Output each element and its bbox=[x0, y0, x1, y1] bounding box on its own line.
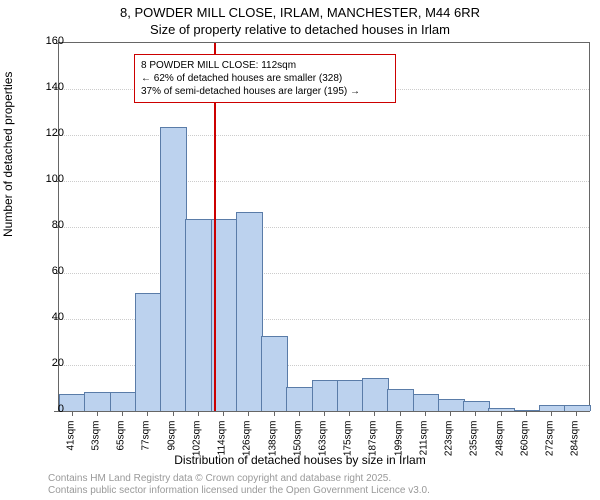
xtick-mark bbox=[198, 411, 199, 416]
bar bbox=[312, 380, 339, 411]
xtick-label: 53sqm bbox=[90, 421, 101, 466]
ytick-label: 40 bbox=[34, 311, 64, 323]
ytick-label: 120 bbox=[34, 127, 64, 139]
bar bbox=[236, 212, 263, 411]
xtick-label: 102sqm bbox=[191, 421, 202, 466]
ytick-label: 100 bbox=[34, 173, 64, 185]
xtick-mark bbox=[147, 411, 148, 416]
bar bbox=[362, 378, 389, 411]
xtick-label: 175sqm bbox=[343, 421, 354, 466]
gridline bbox=[59, 273, 589, 274]
xtick-mark bbox=[223, 411, 224, 416]
chart-container: 8, POWDER MILL CLOSE, IRLAM, MANCHESTER,… bbox=[0, 0, 600, 500]
attribution-line1: Contains HM Land Registry data © Crown c… bbox=[48, 473, 430, 485]
xtick-mark bbox=[248, 411, 249, 416]
bar bbox=[261, 336, 288, 411]
xtick-mark bbox=[173, 411, 174, 416]
ytick-label: 20 bbox=[34, 357, 64, 369]
xtick-label: 199sqm bbox=[393, 421, 404, 466]
xtick-label: 272sqm bbox=[545, 421, 556, 466]
xtick-mark bbox=[526, 411, 527, 416]
ytick-label: 60 bbox=[34, 265, 64, 277]
bar bbox=[387, 389, 414, 411]
chart-title-line2: Size of property relative to detached ho… bbox=[0, 22, 600, 37]
ytick-label: 0 bbox=[34, 403, 64, 415]
xtick-label: 138sqm bbox=[267, 421, 278, 466]
xtick-label: 41sqm bbox=[65, 421, 76, 466]
xtick-mark bbox=[576, 411, 577, 416]
xtick-label: 223sqm bbox=[444, 421, 455, 466]
chart-title-line1: 8, POWDER MILL CLOSE, IRLAM, MANCHESTER,… bbox=[0, 5, 600, 20]
xtick-label: 150sqm bbox=[292, 421, 303, 466]
xtick-label: 77sqm bbox=[141, 421, 152, 466]
ytick-label: 80 bbox=[34, 219, 64, 231]
xtick-label: 211sqm bbox=[418, 421, 429, 466]
xtick-mark bbox=[122, 411, 123, 416]
bar bbox=[135, 293, 162, 411]
xtick-mark bbox=[374, 411, 375, 416]
xtick-mark bbox=[349, 411, 350, 416]
bar bbox=[463, 401, 490, 411]
bar bbox=[185, 219, 212, 411]
xtick-mark bbox=[400, 411, 401, 416]
xtick-mark bbox=[501, 411, 502, 416]
xtick-label: 90sqm bbox=[166, 421, 177, 466]
ytick-label: 160 bbox=[34, 35, 64, 47]
bar bbox=[413, 394, 440, 411]
xtick-mark bbox=[425, 411, 426, 416]
y-axis-label: Number of detached properties bbox=[1, 72, 15, 237]
ytick-label: 140 bbox=[34, 81, 64, 93]
xtick-label: 284sqm bbox=[570, 421, 581, 466]
xtick-mark bbox=[324, 411, 325, 416]
annotation-line3: 37% of semi-detached houses are larger (… bbox=[141, 85, 389, 98]
annotation-line2: ← 62% of detached houses are smaller (32… bbox=[141, 72, 389, 85]
bar bbox=[110, 392, 137, 411]
xtick-mark bbox=[274, 411, 275, 416]
annotation-line1: 8 POWDER MILL CLOSE: 112sqm bbox=[141, 59, 389, 72]
xtick-mark bbox=[475, 411, 476, 416]
attribution-line2: Contains public sector information licen… bbox=[48, 485, 430, 497]
annotation-box: 8 POWDER MILL CLOSE: 112sqm ← 62% of det… bbox=[134, 54, 396, 103]
attribution: Contains HM Land Registry data © Crown c… bbox=[48, 473, 430, 497]
plot-area: 8 POWDER MILL CLOSE: 112sqm ← 62% of det… bbox=[58, 42, 590, 412]
gridline bbox=[59, 135, 589, 136]
xtick-mark bbox=[97, 411, 98, 416]
gridline bbox=[59, 181, 589, 182]
xtick-label: 248sqm bbox=[494, 421, 505, 466]
xtick-label: 126sqm bbox=[242, 421, 253, 466]
xtick-mark bbox=[450, 411, 451, 416]
bar bbox=[514, 410, 541, 411]
xtick-label: 163sqm bbox=[318, 421, 329, 466]
xtick-label: 260sqm bbox=[519, 421, 530, 466]
bar bbox=[84, 392, 111, 411]
xtick-label: 187sqm bbox=[368, 421, 379, 466]
gridline bbox=[59, 227, 589, 228]
bar bbox=[488, 408, 515, 411]
xtick-mark bbox=[299, 411, 300, 416]
xtick-mark bbox=[551, 411, 552, 416]
xtick-label: 114sqm bbox=[217, 421, 228, 466]
bar bbox=[286, 387, 313, 411]
xtick-label: 65sqm bbox=[116, 421, 127, 466]
xtick-mark bbox=[72, 411, 73, 416]
bar bbox=[438, 399, 465, 412]
bar bbox=[337, 380, 364, 411]
bar bbox=[160, 127, 187, 411]
xtick-label: 235sqm bbox=[469, 421, 480, 466]
